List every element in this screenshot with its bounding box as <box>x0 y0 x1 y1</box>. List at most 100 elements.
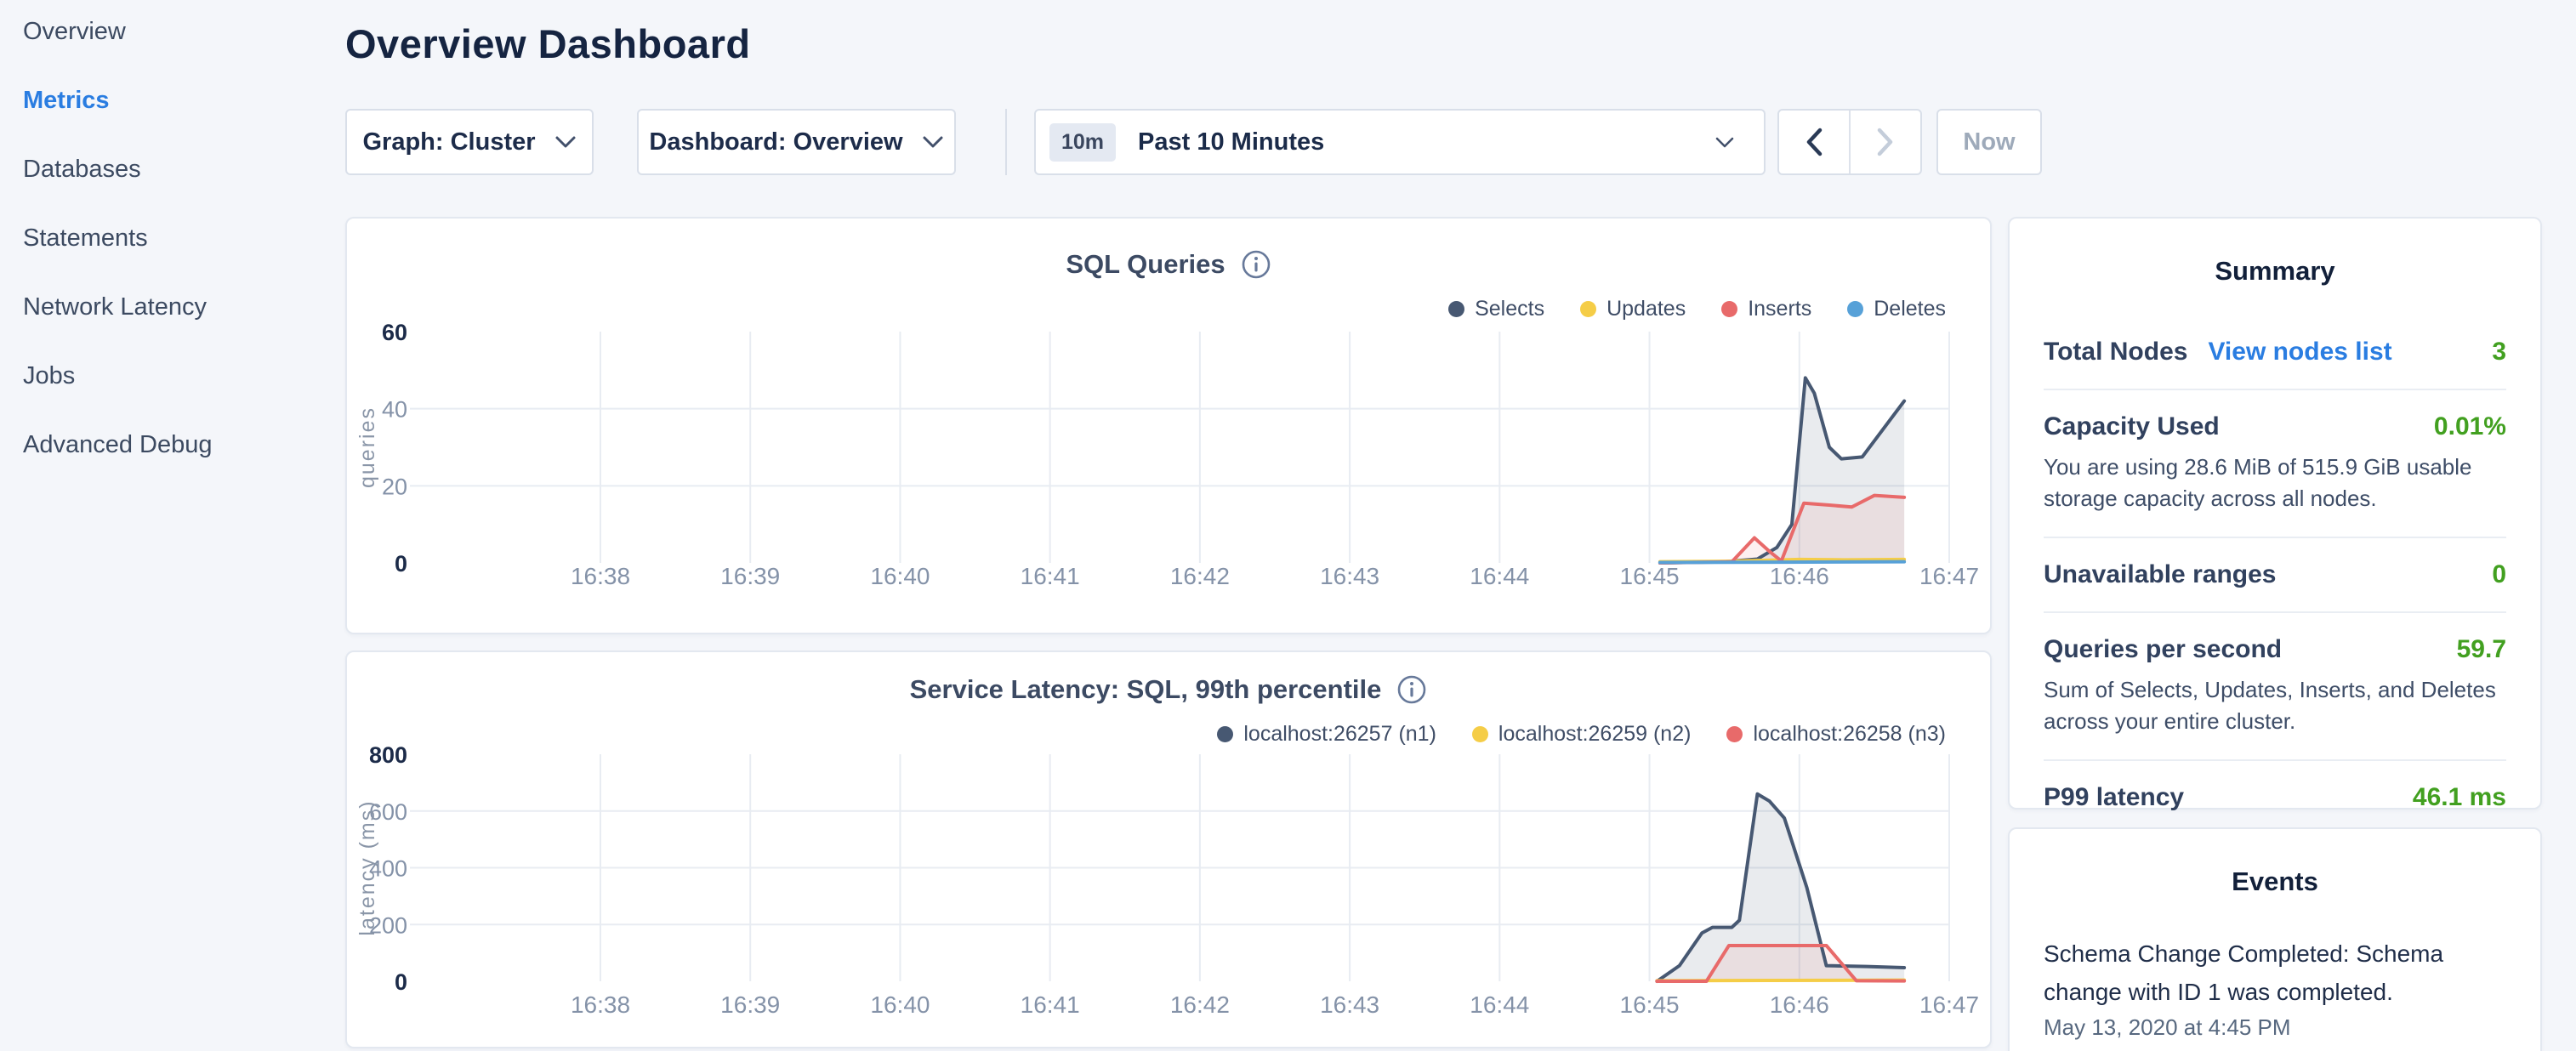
svg-text:40: 40 <box>382 397 407 423</box>
sidebar-item-advanced-debug[interactable]: Advanced Debug <box>23 431 213 458</box>
legend-label: Updates <box>1606 297 1686 321</box>
legend-label: localhost:26259 (n2) <box>1498 722 1692 746</box>
legend-label: localhost:26258 (n3) <box>1753 722 1946 746</box>
sidebar-item-statements[interactable]: Statements <box>23 224 148 252</box>
summary-row-queries-per-second: Queries per second 59.7 Sum of Selects, … <box>2044 613 2506 759</box>
time-step-forward-button[interactable] <box>1849 111 1920 173</box>
sql-queries-chart-card: SQL Queries Selects Updates Inserts Deletes… <box>345 217 1992 634</box>
chevron-down-icon <box>923 136 943 148</box>
toolbar-divider <box>1005 109 1007 175</box>
series-line-deletes <box>1658 560 1907 565</box>
view-nodes-list-link[interactable]: View nodes list <box>2208 338 2392 366</box>
page-title: Overview Dashboard <box>345 21 751 66</box>
svg-text:16:43: 16:43 <box>1320 991 1379 1018</box>
sidebar-item-databases[interactable]: Databases <box>23 156 141 183</box>
sidebar: Overview Metrics Databases Statements Ne… <box>0 0 340 1051</box>
svg-text:16:40: 16:40 <box>870 563 930 589</box>
event-item-text: Schema Change Completed: Schema change w… <box>2044 940 2444 1005</box>
service-latency-chart[interactable]: 16:38 16:39 16:40 16:41 16:42 16:43 16:44 16:45… <box>347 652 1990 1047</box>
events-title: Events <box>2232 866 2318 896</box>
legend-item: localhost:26259 (n2) <box>1471 722 1692 747</box>
events-panel: Events Schema Change Completed: Schema c… <box>2008 827 2542 1051</box>
chart-legend: localhost:26257 (n1) localhost:26259 (n2)… <box>1217 722 1946 747</box>
summary-row-unavailable-ranges: Unavailable ranges 0 <box>2044 538 2506 611</box>
sidebar-item-network-latency[interactable]: Network Latency <box>23 293 207 321</box>
svg-text:16:43: 16:43 <box>1320 563 1379 589</box>
legend-item: localhost:26258 (n3) <box>1726 722 1946 747</box>
svg-text:16:40: 16:40 <box>870 991 930 1018</box>
chevron-left-icon <box>1806 128 1823 156</box>
svg-text:16:46: 16:46 <box>1770 563 1829 589</box>
chart-title: Service Latency: SQL, 99th percentile <box>909 674 1382 704</box>
event-item-timestamp: May 13, 2020 at 4:45 PM <box>2044 1014 2291 1040</box>
sidebar-item-jobs[interactable]: Jobs <box>23 362 76 389</box>
summary-row-value: 46.1 ms <box>2412 783 2506 811</box>
summary-row-capacity-used: Capacity Used 0.01% You are using 28.6 M… <box>2044 390 2506 537</box>
divider <box>2044 611 2506 613</box>
summary-row-label: Capacity Used <box>2044 412 2220 440</box>
legend-label: localhost:26257 (n1) <box>1243 722 1436 746</box>
svg-text:16:42: 16:42 <box>1170 563 1230 589</box>
legend-item: localhost:26257 (n1) <box>1217 722 1436 747</box>
svg-text:16:47: 16:47 <box>1919 991 1979 1018</box>
summary-row-subtext: You are using 28.6 MiB of 515.9 GiB usab… <box>2044 454 2472 511</box>
svg-text:16:44: 16:44 <box>1470 991 1529 1018</box>
time-step-back-button[interactable] <box>1779 111 1849 173</box>
svg-text:16:44: 16:44 <box>1470 563 1529 589</box>
time-step-buttons <box>1777 109 1922 175</box>
summary-row-p99-latency: P99 latency 46.1 ms <box>2044 761 2506 834</box>
summary-title: Summary <box>2215 256 2335 286</box>
divider <box>2044 537 2506 538</box>
svg-text:16:41: 16:41 <box>1021 563 1080 589</box>
svg-text:16:38: 16:38 <box>571 563 630 589</box>
sidebar-item-metrics[interactable]: Metrics <box>23 87 110 114</box>
legend-dot-icon <box>1217 726 1234 742</box>
svg-text:16:45: 16:45 <box>1620 991 1680 1018</box>
chart-legend: Selects Updates Inserts Deletes <box>1448 297 1946 321</box>
legend-item: Deletes <box>1847 297 1946 321</box>
service-latency-chart-card: Service Latency: SQL, 99th percentile lo… <box>345 650 1992 1048</box>
dashboard-dropdown[interactable]: Dashboard: Overview <box>637 109 956 175</box>
summary-row-label: Unavailable ranges <box>2044 560 2277 588</box>
svg-text:600: 600 <box>369 799 407 825</box>
chart-title: SQL Queries <box>1066 249 1225 279</box>
svg-text:60: 60 <box>382 320 407 345</box>
legend-label: Selects <box>1475 297 1545 321</box>
graph-dropdown-label: Graph: Cluster <box>362 128 536 156</box>
summary-panel: Summary Total Nodes View nodes list 3 Ca… <box>2008 217 2542 811</box>
legend-dot-icon <box>1721 301 1738 317</box>
svg-text:16:39: 16:39 <box>720 991 780 1018</box>
svg-text:16:45: 16:45 <box>1620 563 1680 589</box>
divider <box>2044 759 2506 761</box>
summary-row-label: P99 latency <box>2044 783 2185 811</box>
sql-queries-chart[interactable]: 16:38 16:39 16:40 16:41 16:42 16:43 16:44 16:45… <box>347 219 1990 633</box>
summary-row-label: Queries per second <box>2044 635 2283 663</box>
graph-dropdown[interactable]: Graph: Cluster <box>345 109 594 175</box>
legend-dot-icon <box>1448 301 1465 317</box>
summary-row-label: Total Nodes <box>2044 338 2188 366</box>
series-line-localhost-26258-n3- <box>1655 943 1907 983</box>
svg-text:16:41: 16:41 <box>1021 991 1080 1018</box>
svg-text:queries: queries <box>355 406 379 488</box>
summary-row-subtext: Sum of Selects, Updates, Inserts, and De… <box>2044 677 2496 734</box>
svg-text:20: 20 <box>382 474 407 499</box>
svg-text:16:46: 16:46 <box>1770 991 1829 1018</box>
svg-text:400: 400 <box>369 856 407 882</box>
legend-item: Updates <box>1580 297 1686 321</box>
time-range-selector[interactable]: 10m Past 10 Minutes <box>1034 109 1766 175</box>
svg-text:200: 200 <box>369 912 407 938</box>
now-button[interactable]: Now <box>1936 109 2042 175</box>
summary-row-value: 0.01% <box>2433 412 2506 440</box>
info-icon[interactable] <box>1241 249 1271 280</box>
series-line-localhost-26257-n1- <box>1655 792 1907 983</box>
svg-text:16:39: 16:39 <box>720 563 780 589</box>
dashboard-dropdown-label: Dashboard: Overview <box>649 128 903 156</box>
legend-label: Inserts <box>1748 297 1812 321</box>
info-icon[interactable] <box>1396 674 1427 705</box>
summary-row-total-nodes: Total Nodes View nodes list 3 <box>2044 287 2506 389</box>
legend-item: Inserts <box>1721 297 1811 321</box>
svg-text:800: 800 <box>369 742 407 768</box>
sidebar-item-overview[interactable]: Overview <box>23 18 126 45</box>
chevron-right-icon <box>1877 128 1893 156</box>
